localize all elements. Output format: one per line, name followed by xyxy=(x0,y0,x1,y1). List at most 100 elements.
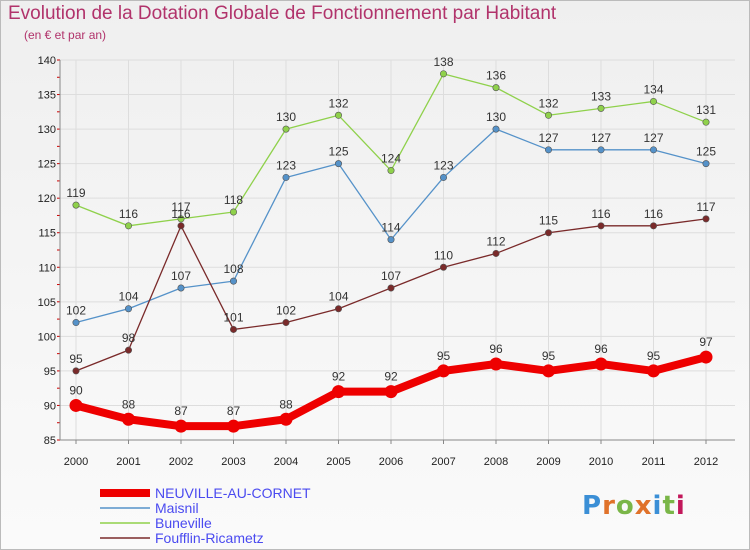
x-tick-label: 2011 xyxy=(642,456,666,468)
data-label-3: 134 xyxy=(643,82,663,96)
series-point-2 xyxy=(439,173,447,181)
data-label-3: 119 xyxy=(66,186,85,200)
data-label-3: 132 xyxy=(538,96,558,110)
legend: NEUVILLE-AU-CORNETMaisnilBunevilleFouffl… xyxy=(100,485,311,546)
data-label-2: 114 xyxy=(381,221,400,235)
data-label-3: 117 xyxy=(171,200,190,214)
series-point-4 xyxy=(72,367,80,375)
y-tick-label: 90 xyxy=(44,400,56,412)
y-tick-label: 100 xyxy=(38,331,56,343)
series-point-4 xyxy=(492,249,500,257)
series-point-2 xyxy=(177,284,185,292)
series-point-1 xyxy=(699,350,713,364)
series-point-3 xyxy=(702,118,710,126)
series-point-4 xyxy=(387,284,395,292)
series-point-2 xyxy=(334,160,342,168)
data-label-1: 96 xyxy=(594,342,608,356)
grid-layer xyxy=(60,59,735,441)
series-point-2 xyxy=(387,236,395,244)
series-point-3 xyxy=(334,111,342,119)
y-tick-label: 105 xyxy=(38,297,56,309)
series-point-4 xyxy=(439,263,447,271)
data-label-1: 88 xyxy=(122,397,136,411)
series-point-1 xyxy=(332,385,345,399)
data-label-1: 90 xyxy=(69,383,83,397)
series-point-3 xyxy=(282,125,290,133)
series-point-4 xyxy=(597,222,605,230)
data-label-2: 130 xyxy=(486,110,506,124)
data-label-1: 92 xyxy=(332,370,346,384)
data-label-4: 102 xyxy=(276,304,296,318)
series-point-1 xyxy=(647,364,660,378)
legend-label-3: Buneville xyxy=(155,515,212,531)
data-label-4: 107 xyxy=(381,269,401,283)
x-tick-label: 2012 xyxy=(694,456,718,468)
data-label-2: 125 xyxy=(328,145,348,159)
legend-label-1: NEUVILLE-AU-CORNET xyxy=(155,485,311,501)
data-label-3: 136 xyxy=(486,69,506,83)
data-label-3: 118 xyxy=(224,193,243,207)
logo-letter: P xyxy=(582,491,603,521)
series-point-4 xyxy=(334,305,342,313)
x-tick-label: 2008 xyxy=(484,456,508,468)
data-label-2: 123 xyxy=(433,158,453,172)
series-point-3 xyxy=(72,201,80,209)
data-label-3: 138 xyxy=(433,55,453,69)
series-point-2 xyxy=(492,125,500,133)
data-label-layer: 102 104 107 108 123 125 114 123 130 127 127 127 125 1… xyxy=(66,55,716,418)
series-point-1 xyxy=(384,385,398,399)
data-label-4: 112 xyxy=(486,234,505,248)
series-point-3 xyxy=(597,104,605,112)
series-point-3 xyxy=(230,208,238,216)
logo-letter: t xyxy=(662,491,676,521)
series-point-1 xyxy=(122,412,135,426)
series-point-3 xyxy=(492,84,500,92)
series-point-3 xyxy=(649,97,657,105)
x-tick-label: 2010 xyxy=(589,456,613,468)
data-label-1: 96 xyxy=(489,342,503,356)
series-point-1 xyxy=(594,357,608,371)
series-point-1 xyxy=(542,364,555,378)
data-label-2: 123 xyxy=(276,158,296,172)
series-point-3 xyxy=(177,215,185,223)
series-point-4 xyxy=(702,215,710,223)
series-point-1 xyxy=(279,412,293,426)
data-label-4: 117 xyxy=(696,200,715,214)
series-point-2 xyxy=(649,146,657,154)
data-label-4: 101 xyxy=(223,310,243,324)
data-label-2: 104 xyxy=(118,290,138,304)
data-label-4: 95 xyxy=(69,352,83,366)
series-point-1 xyxy=(437,364,450,378)
y-tick-label: 120 xyxy=(38,193,56,205)
data-label-3: 133 xyxy=(591,89,611,103)
series-layer xyxy=(69,70,713,433)
series-point-1 xyxy=(227,419,240,433)
logo-letter: r xyxy=(602,491,616,521)
series-point-2 xyxy=(230,277,238,285)
logo-letter: i xyxy=(652,491,663,521)
legend-label-2: Maisnil xyxy=(155,500,199,516)
y-tick-label: 125 xyxy=(38,159,56,171)
data-label-3: 124 xyxy=(381,152,401,166)
data-label-1: 87 xyxy=(227,404,241,418)
data-label-4: 104 xyxy=(328,290,348,304)
series-point-3 xyxy=(544,111,552,119)
x-tick-label: 2000 xyxy=(64,456,88,468)
data-label-2: 127 xyxy=(643,131,663,145)
series-point-1 xyxy=(489,357,503,371)
logo-letter: i xyxy=(675,491,686,521)
logo-letter: x xyxy=(634,491,653,521)
data-label-2: 127 xyxy=(591,131,611,145)
data-label-4: 115 xyxy=(539,214,558,228)
data-label-2: 127 xyxy=(538,131,558,145)
proxiti-logo: Proxiti xyxy=(582,491,686,521)
data-label-1: 95 xyxy=(647,349,661,363)
y-tick-label: 95 xyxy=(44,366,56,378)
series-point-4 xyxy=(230,325,238,333)
x-tick-label: 2007 xyxy=(431,456,455,468)
data-label-3: 116 xyxy=(119,207,138,221)
data-label-4: 116 xyxy=(644,207,663,221)
data-label-4: 116 xyxy=(591,207,610,221)
series-point-2 xyxy=(544,146,552,154)
